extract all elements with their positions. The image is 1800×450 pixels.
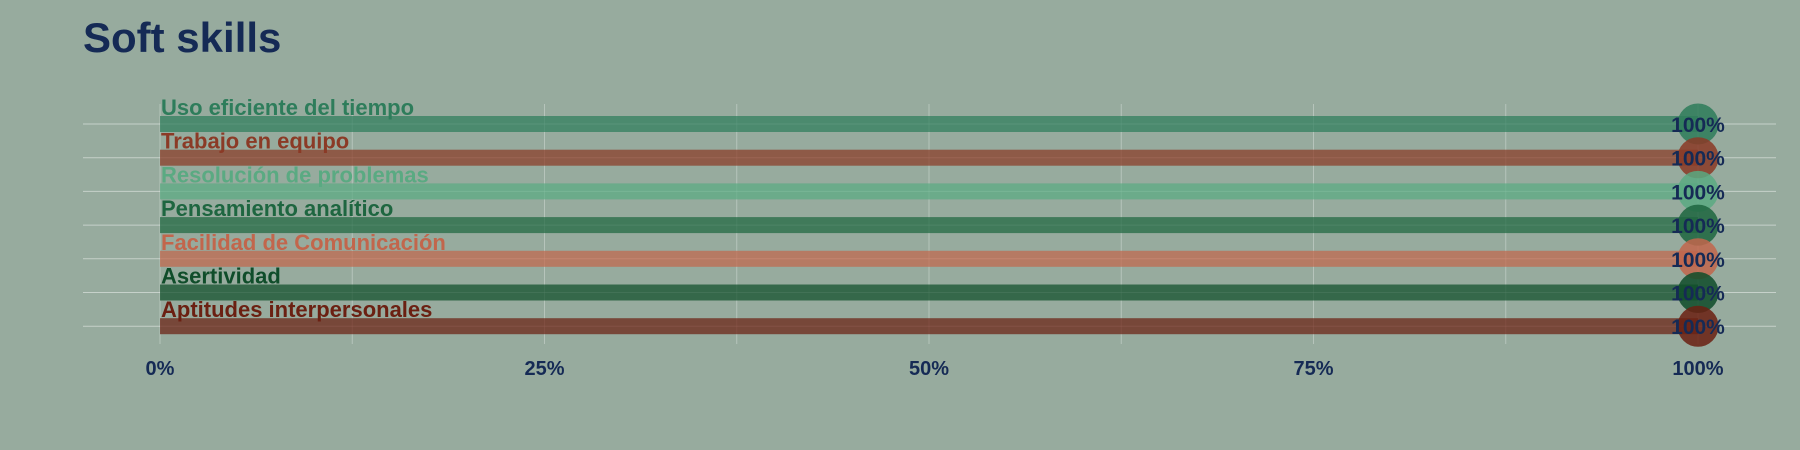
bar: [160, 217, 1698, 234]
value-label: 100%: [1671, 181, 1725, 204]
bar: [160, 183, 1698, 200]
bar: [160, 116, 1698, 132]
bar-category-label: Aptitudes interpersonales: [161, 297, 432, 322]
bar-end-marker: [1677, 305, 1719, 347]
bar: [160, 250, 1698, 267]
bar-category-label: Trabajo en equipo: [161, 129, 349, 154]
bar-category-label: Resolución de problemas: [161, 162, 429, 187]
x-tick-label: 75%: [1293, 358, 1333, 380]
x-tick-label: 25%: [524, 358, 564, 380]
value-label: 100%: [1671, 215, 1725, 238]
bar-category-label: Uso eficiente del tiempo: [161, 95, 414, 120]
bar-category-label: Pensamiento analítico: [161, 196, 393, 221]
value-label: 100%: [1671, 249, 1725, 272]
x-tick-label: 100%: [1672, 358, 1723, 380]
value-label: 100%: [1671, 148, 1725, 171]
bar: [160, 318, 1698, 335]
bar: [160, 149, 1698, 166]
x-tick-label: 0%: [146, 358, 175, 380]
value-label: 100%: [1671, 316, 1725, 339]
bar-category-label: Asertividad: [161, 264, 281, 289]
value-label: 100%: [1671, 114, 1725, 137]
bar-category-label: Facilidad de Comunicación: [161, 230, 446, 255]
page-title: Soft skills: [83, 14, 282, 61]
x-tick-label: 50%: [909, 358, 949, 380]
value-label: 100%: [1671, 283, 1725, 306]
bar: [160, 284, 1698, 301]
